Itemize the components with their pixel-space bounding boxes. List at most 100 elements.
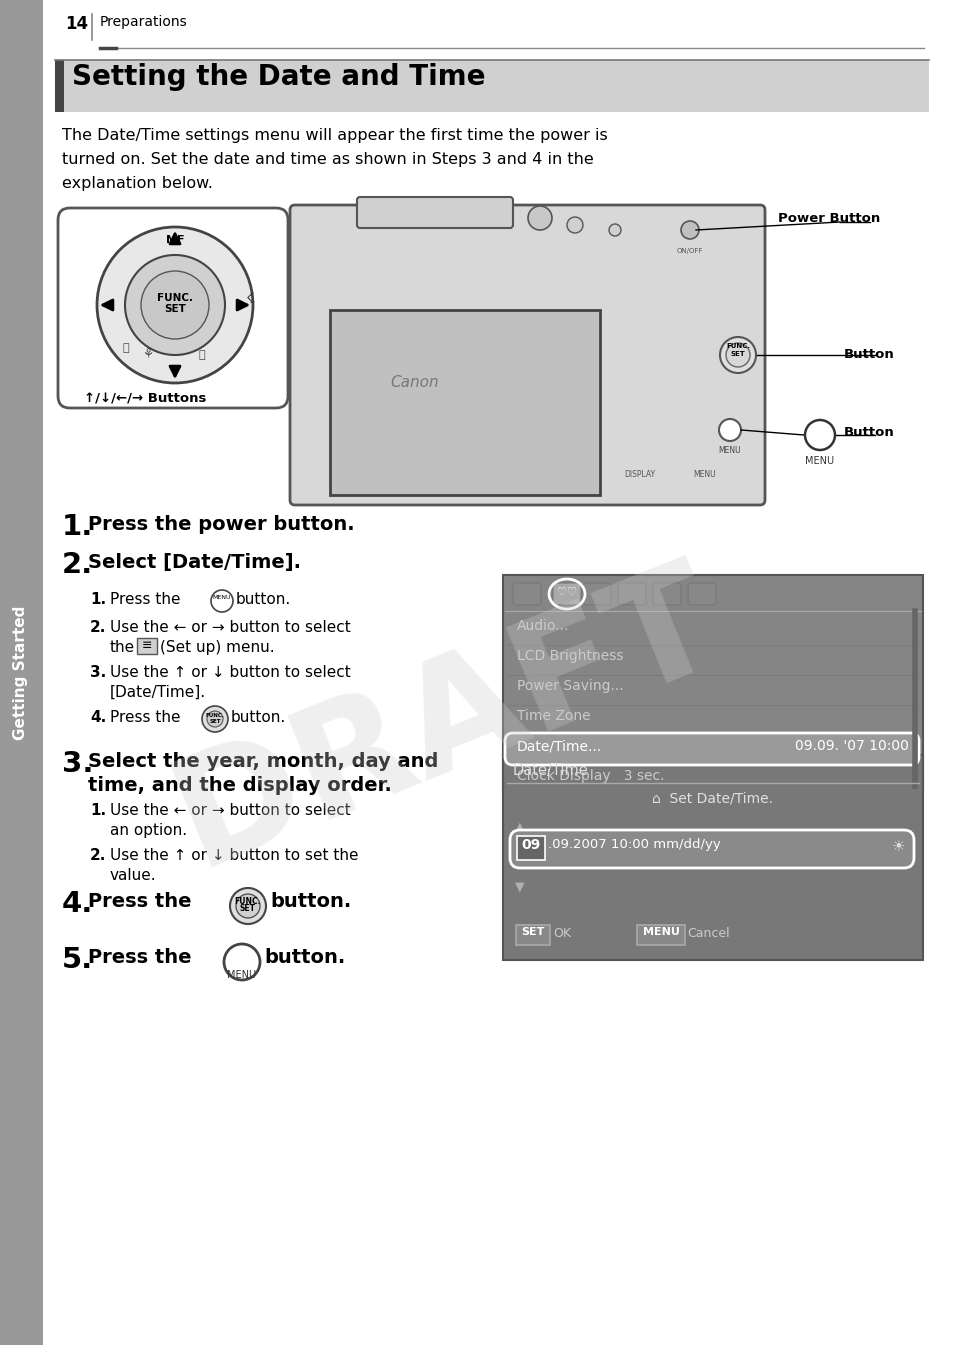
Text: time, and the display order.: time, and the display order. — [88, 776, 392, 795]
Text: MENU: MENU — [718, 447, 740, 455]
Circle shape — [97, 227, 253, 383]
Circle shape — [608, 225, 620, 235]
Bar — [55, 61, 64, 112]
Text: FUNC.: FUNC. — [725, 343, 749, 348]
Text: LCD Brightness: LCD Brightness — [517, 650, 623, 663]
Text: The Date/Time settings menu will appear the first time the power is: The Date/Time settings menu will appear … — [62, 128, 607, 143]
Text: Press the power button.: Press the power button. — [88, 515, 355, 534]
Text: an option.: an option. — [110, 823, 187, 838]
Circle shape — [566, 217, 582, 233]
Circle shape — [725, 343, 749, 367]
FancyBboxPatch shape — [553, 582, 580, 605]
Circle shape — [235, 894, 260, 919]
Text: ON/OFF: ON/OFF — [676, 247, 702, 254]
Text: 3.: 3. — [62, 751, 93, 777]
Text: [Date/Time].: [Date/Time]. — [110, 685, 206, 699]
Circle shape — [804, 420, 834, 451]
Text: 2.: 2. — [62, 551, 93, 578]
FancyBboxPatch shape — [510, 830, 913, 868]
FancyBboxPatch shape — [637, 925, 684, 946]
Bar — [55, 61, 928, 112]
Text: FUNC.: FUNC. — [205, 713, 224, 718]
Text: the: the — [110, 640, 135, 655]
Text: explanation below.: explanation below. — [62, 176, 213, 191]
Text: MF: MF — [166, 235, 184, 245]
FancyBboxPatch shape — [356, 196, 513, 229]
Text: Use the ← or → button to select: Use the ← or → button to select — [110, 803, 351, 818]
Circle shape — [125, 256, 225, 355]
Text: Setting the Date and Time: Setting the Date and Time — [71, 63, 485, 91]
Bar — [502, 576, 923, 790]
Text: Cancel: Cancel — [686, 927, 729, 940]
Text: FUNC.: FUNC. — [234, 897, 261, 907]
Text: MENU: MENU — [213, 594, 231, 600]
Text: Use the ← or → button to select: Use the ← or → button to select — [110, 620, 351, 635]
Text: Press the: Press the — [88, 948, 192, 967]
Text: Clock Display   3 sec.: Clock Display 3 sec. — [517, 769, 664, 783]
Text: SET: SET — [730, 351, 744, 356]
Text: MENU: MENU — [693, 469, 716, 479]
Bar — [502, 755, 923, 960]
Text: Canon: Canon — [390, 375, 438, 390]
Text: 09.09. '07 10:00: 09.09. '07 10:00 — [794, 738, 908, 753]
Text: ⌛: ⌛ — [198, 350, 205, 360]
Text: SET: SET — [164, 304, 186, 313]
Text: SET: SET — [209, 720, 220, 724]
Text: Press the: Press the — [110, 710, 180, 725]
Bar — [330, 309, 599, 495]
Circle shape — [719, 420, 740, 441]
Text: 1.: 1. — [90, 592, 106, 607]
FancyBboxPatch shape — [513, 582, 540, 605]
Text: Date/Time...: Date/Time... — [517, 738, 601, 753]
Circle shape — [720, 338, 755, 373]
FancyBboxPatch shape — [687, 582, 716, 605]
Text: ⚘: ⚘ — [142, 348, 153, 362]
Text: MENU: MENU — [642, 927, 679, 937]
Text: .09.2007 10:00 mm/dd/yy: .09.2007 10:00 mm/dd/yy — [547, 838, 720, 851]
Text: ☀: ☀ — [891, 838, 904, 853]
Bar — [137, 638, 157, 654]
Text: ▲: ▲ — [515, 820, 524, 833]
Bar — [43, 0, 953, 50]
Text: 2.: 2. — [90, 620, 107, 635]
Text: 2.: 2. — [90, 847, 107, 863]
Circle shape — [224, 944, 260, 981]
Text: Preparations: Preparations — [100, 15, 188, 30]
Text: ↑/↓/←/→ Buttons: ↑/↓/←/→ Buttons — [84, 391, 206, 405]
Circle shape — [207, 712, 223, 728]
FancyBboxPatch shape — [618, 582, 645, 605]
Text: Press the: Press the — [110, 592, 180, 607]
Text: MENU: MENU — [227, 970, 256, 981]
Text: ≡: ≡ — [142, 639, 152, 652]
Text: Getting Started: Getting Started — [13, 605, 29, 740]
Text: 5.: 5. — [62, 946, 93, 974]
Bar — [0, 0, 43, 1345]
Text: FUNC.: FUNC. — [157, 293, 193, 303]
Text: button.: button. — [270, 892, 351, 911]
Bar — [517, 837, 544, 859]
Text: Select the year, month, day and: Select the year, month, day and — [88, 752, 438, 771]
Circle shape — [230, 888, 266, 924]
Circle shape — [680, 221, 699, 239]
Text: (Set up) menu.: (Set up) menu. — [160, 640, 274, 655]
Circle shape — [527, 206, 552, 230]
Circle shape — [211, 590, 233, 612]
Text: SET: SET — [240, 904, 255, 913]
Circle shape — [202, 706, 228, 732]
FancyBboxPatch shape — [516, 925, 550, 946]
Text: 1.: 1. — [90, 803, 106, 818]
Text: Time Zone: Time Zone — [517, 709, 590, 724]
Text: OK: OK — [553, 927, 571, 940]
Text: DISPLAY: DISPLAY — [624, 469, 655, 479]
Text: button.: button. — [231, 710, 286, 725]
Text: MENU: MENU — [804, 456, 834, 465]
FancyBboxPatch shape — [58, 208, 288, 408]
Text: SET: SET — [520, 927, 544, 937]
Text: Select [Date/Time].: Select [Date/Time]. — [88, 553, 301, 572]
Text: ▼: ▼ — [515, 880, 524, 893]
FancyBboxPatch shape — [652, 582, 680, 605]
Text: button.: button. — [264, 948, 345, 967]
Text: 1.: 1. — [62, 512, 93, 541]
Text: 4.: 4. — [62, 890, 93, 919]
FancyBboxPatch shape — [582, 582, 610, 605]
